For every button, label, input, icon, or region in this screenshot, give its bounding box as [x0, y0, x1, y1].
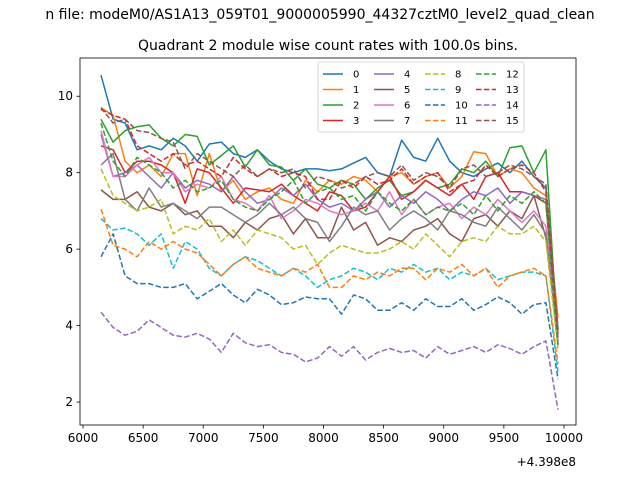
x-tick-label: 9500: [489, 431, 520, 445]
x-tick-label: 6000: [68, 431, 99, 445]
legend-label: 15: [506, 116, 519, 127]
x-tick-label: 6500: [128, 431, 159, 445]
x-offset-label: +4.398e8: [517, 455, 576, 469]
x-tick-label: 10000: [545, 431, 583, 445]
series-line-14: [100, 311, 559, 410]
legend-label: 10: [455, 101, 468, 112]
y-tick-label: 6: [65, 242, 73, 256]
legend-label: 11: [455, 116, 468, 127]
legend-label: 14: [506, 101, 519, 112]
legend-label: 6: [404, 101, 410, 112]
plot-area: [100, 75, 559, 410]
series-line-2: [100, 118, 559, 345]
y-tick-label: 2: [65, 395, 73, 409]
series-line-13: [100, 108, 559, 334]
series-line-10: [100, 233, 559, 380]
legend-label: 9: [455, 85, 461, 96]
y-tick-label: 8: [65, 166, 73, 180]
legend-box: [317, 61, 525, 133]
series-line-7: [100, 152, 559, 345]
y-tick-label: 4: [65, 319, 73, 333]
x-tick-label: 7000: [188, 431, 219, 445]
legend-label: 3: [353, 116, 359, 127]
x-tick-label: 8000: [308, 431, 339, 445]
series-line-11: [100, 208, 559, 364]
legend-label: 8: [455, 70, 461, 81]
legend-label: 0: [353, 70, 359, 81]
series-line-3: [100, 145, 559, 341]
legend-label: 5: [404, 85, 410, 96]
legend-label: 2: [353, 101, 359, 112]
series-line-6: [100, 130, 559, 341]
x-tick-label: 8500: [368, 431, 399, 445]
y-tick-label: 10: [58, 89, 73, 103]
axes-frame: [79, 57, 577, 426]
legend-label: 4: [404, 70, 410, 81]
series-line-8: [100, 168, 559, 349]
legend-label: 7: [404, 116, 410, 127]
x-tick-label: 9000: [428, 431, 459, 445]
legend-label: 13: [506, 85, 519, 96]
series-line-15: [100, 107, 559, 330]
series-line-5: [100, 189, 559, 334]
legend-label: 12: [506, 70, 519, 81]
series-line-12: [100, 122, 559, 345]
figure-suptitle: n file: modeM0/AS1A13_059T01_9000005990_…: [45, 7, 594, 23]
series-line-0: [100, 75, 559, 330]
axes: 6000 6500 7000 7500 8000 8500 9000 9500 10000 2 4 6…: [58, 57, 583, 445]
x-tick-label: 7500: [248, 431, 279, 445]
chart-title: Quadrant 2 module wise count rates with …: [138, 38, 518, 54]
legend-label: 1: [353, 85, 359, 96]
